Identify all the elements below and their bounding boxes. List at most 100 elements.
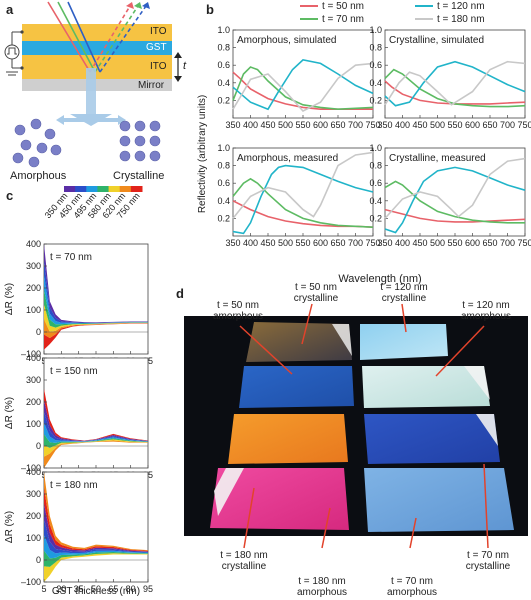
- x-tick-label: 450: [412, 120, 427, 130]
- y-tick-label: 1.0: [217, 143, 230, 153]
- delta-r-band: [44, 519, 148, 554]
- state-label-amorphous: Amorphous: [10, 170, 67, 182]
- heat-pulse-arrow: [86, 68, 96, 114]
- series-line-70nm: [232, 66, 374, 111]
- y-tick-label: –100: [21, 577, 41, 587]
- series-line-70nm: [384, 68, 526, 108]
- x-tick-label: 400: [243, 238, 258, 248]
- chart-title: Amorphous, simulated: [237, 35, 337, 46]
- color-bar-segment: [108, 186, 121, 192]
- panel-a-letter: a: [6, 2, 14, 17]
- ito-top-layer: [22, 24, 172, 41]
- y-tick-label: 200: [26, 283, 41, 293]
- x-tick-label: 650: [482, 120, 497, 130]
- x-tick-label: 350: [377, 238, 392, 248]
- delta-r-band: [44, 550, 148, 567]
- x-tick-label: 550: [447, 238, 462, 248]
- x-tick-label: 500: [430, 238, 445, 248]
- series-line-50nm: [384, 80, 526, 105]
- legend-item-50: t = 50 nm: [300, 1, 410, 12]
- panel-a-device-diagram: [4, 1, 182, 168]
- sample-120nm-crystalline: [362, 366, 490, 408]
- label-180nm-amorphous: t = 180 nm amorphous: [296, 576, 348, 598]
- layer-label-ito-bottom: ITO: [150, 61, 167, 72]
- y-tick-label: 0.8: [217, 161, 230, 171]
- chart-frame: [43, 243, 149, 355]
- sample-180nm-crystalline: [228, 414, 348, 464]
- x-tick-label: 450: [412, 238, 427, 248]
- y-tick-label: 200: [26, 397, 41, 407]
- color-bar-segment: [86, 186, 98, 192]
- delta-r-band: [44, 289, 148, 328]
- legend-item-70: t = 70 nm: [300, 14, 410, 25]
- y-tick-label: 0.8: [369, 43, 382, 53]
- delta-r-band: [44, 411, 148, 442]
- y-tick-label: 0.2: [217, 95, 230, 105]
- delta-r-band: [44, 259, 148, 324]
- series-line-70nm: [232, 177, 374, 228]
- x-tick-label: 700: [348, 120, 363, 130]
- x-tick-label: 400: [395, 238, 410, 248]
- x-tick-label: 350: [225, 238, 240, 248]
- thickness-label: t: [183, 60, 187, 72]
- series-line-120nm: [232, 59, 374, 111]
- y-tick-label: 0.6: [217, 60, 230, 70]
- sample-180nm-amorphous: [210, 468, 349, 530]
- chart-title: t = 180 nm: [50, 480, 98, 491]
- y-tick-label: 300: [26, 489, 41, 499]
- label-120nm-crystalline: t = 120 nm crystalline: [380, 282, 428, 304]
- y-tick-label: 100: [26, 305, 41, 315]
- x-axis-label: Wavelength (nm): [338, 273, 421, 285]
- chart-title: Crystalline, measured: [389, 153, 486, 164]
- series-line-50nm: [384, 208, 526, 223]
- panel-b-legend: t = 50 nm t = 70 nm t = 120 nm t = 180 n…: [300, 1, 520, 27]
- y-tick-label: 100: [26, 419, 41, 429]
- x-tick-label: 600: [313, 238, 328, 248]
- x-tick-label: 750: [517, 120, 531, 130]
- y-tick-label: 0.6: [369, 178, 382, 188]
- x-tick-label: 600: [465, 120, 480, 130]
- delta-r-band: [44, 422, 148, 443]
- x-tick-label: 350: [225, 120, 240, 130]
- y-axis-label: ΔR (%): [4, 397, 15, 429]
- x-tick-label: 500: [430, 120, 445, 130]
- sample-120nm-amorphous-top: [360, 324, 448, 360]
- y-tick-label: 0.4: [369, 78, 382, 88]
- y-tick-label: 1.0: [369, 143, 382, 153]
- ray-blue-in: [67, 1, 101, 73]
- sample-70nm-amorphous: [364, 468, 514, 532]
- chart-title: Crystalline, simulated: [389, 35, 484, 46]
- y-axis-label: Reflectivity (arbitrary units): [197, 95, 208, 213]
- x-tick-label: 600: [465, 238, 480, 248]
- x-tick-label: 750: [365, 120, 380, 130]
- gst-layer: [22, 41, 172, 55]
- delta-r-band: [44, 503, 148, 552]
- y-axis-label: ΔR (%): [4, 283, 15, 315]
- y-tick-label: 0.2: [217, 213, 230, 223]
- x-tick-label: 550: [447, 120, 462, 130]
- y-tick-label: 0.4: [217, 78, 230, 88]
- layer-label-ito-top: ITO: [150, 26, 167, 37]
- y-tick-label: 1.0: [369, 25, 382, 35]
- color-bar-segment: [75, 186, 87, 192]
- ray-green-in: [57, 1, 96, 73]
- y-tick-label: 0.4: [217, 196, 230, 206]
- x-tick-label: 35: [74, 584, 84, 594]
- legend-item-180: t = 180 nm: [415, 14, 525, 25]
- color-bar-segment: [97, 186, 110, 192]
- reflectivity-chart-3: 0.2 0.4 0.6 0.8 1.0 350 400 450 500 550 600 650 700 7…: [217, 143, 380, 248]
- mirror-layer: [22, 79, 172, 91]
- x-tick-label: 50: [91, 584, 101, 594]
- x-tick-label: 550: [295, 120, 310, 130]
- y-tick-label: 0.2: [369, 95, 382, 105]
- reflectivity-chart-4: 0.2 0.4 0.6 0.8 1.0 350 400 450 500 550 600 650 700 7…: [369, 143, 531, 248]
- x-tick-label: 750: [365, 238, 380, 248]
- y-tick-label: 100: [26, 533, 41, 543]
- y-tick-label: 0.6: [217, 178, 230, 188]
- x-tick-label: 400: [395, 120, 410, 130]
- y-tick-label: 200: [26, 511, 41, 521]
- y-tick-label: 400: [26, 353, 41, 363]
- x-tick-label: 700: [348, 238, 363, 248]
